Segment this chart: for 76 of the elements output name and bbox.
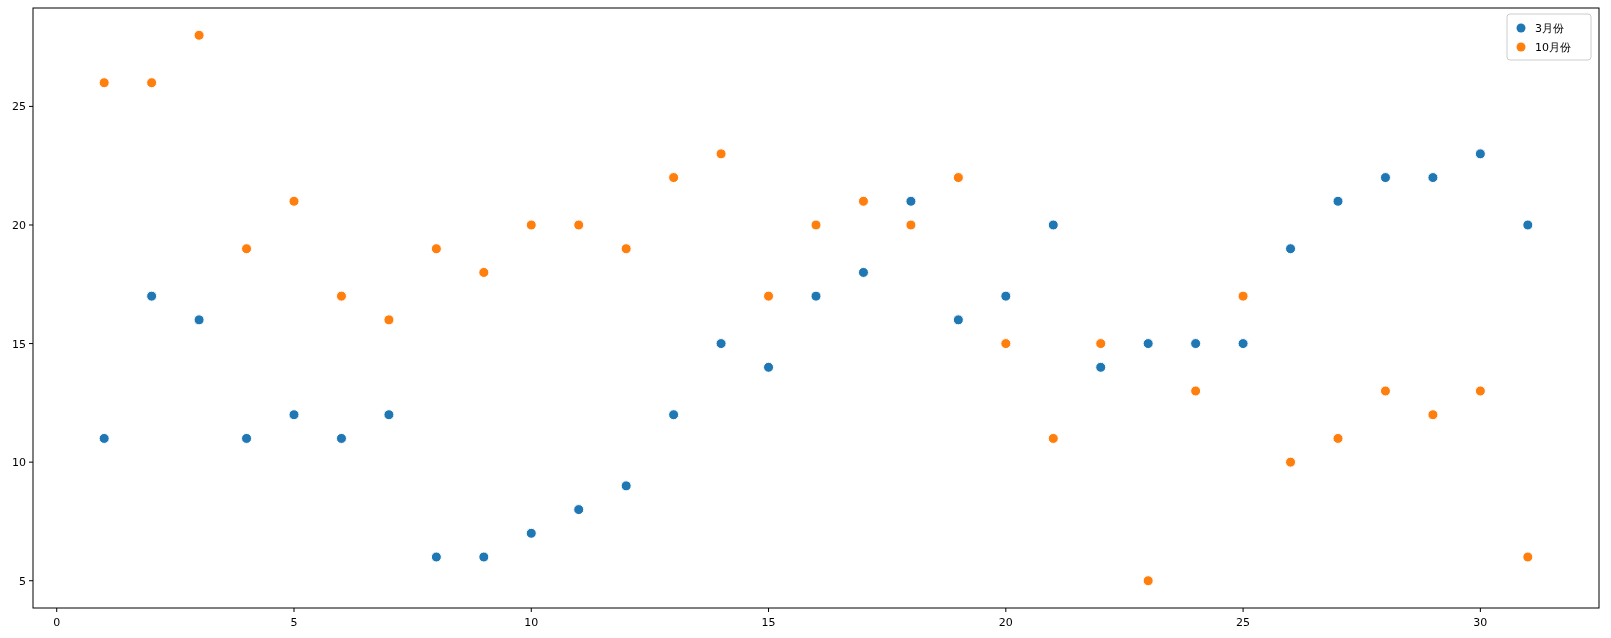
- point: [1427, 172, 1439, 184]
- point: [763, 361, 775, 373]
- point: [1047, 219, 1059, 231]
- point: [1474, 148, 1486, 160]
- point: [430, 243, 442, 255]
- point: [241, 243, 253, 255]
- point: [1332, 432, 1344, 444]
- point: [1379, 172, 1391, 184]
- point: [1047, 432, 1059, 444]
- point: [1000, 290, 1012, 302]
- point: [810, 219, 822, 231]
- point: [1522, 219, 1534, 231]
- x-tick-label: 5: [290, 616, 298, 629]
- point: [1237, 290, 1249, 302]
- point: [620, 480, 632, 492]
- point: [857, 266, 869, 278]
- point: [241, 432, 253, 444]
- point: [1522, 551, 1534, 563]
- point: [478, 551, 490, 563]
- x-tick-label: 20: [998, 616, 1013, 629]
- y-tick-label: 10: [12, 456, 26, 470]
- point: [857, 195, 869, 207]
- point: [1095, 338, 1107, 350]
- point: [763, 290, 775, 302]
- point: [952, 314, 964, 326]
- point: [98, 77, 110, 89]
- point: [288, 195, 300, 207]
- point: [1237, 338, 1249, 350]
- point: [193, 314, 205, 326]
- x-tick-label: 25: [1236, 616, 1251, 629]
- point: [146, 77, 158, 89]
- legend-label: 10月份: [1535, 41, 1571, 54]
- point: [1285, 243, 1297, 255]
- point: [1379, 385, 1391, 397]
- point: [905, 219, 917, 231]
- point: [1190, 338, 1202, 350]
- point: [1427, 409, 1439, 421]
- x-tick-label: 0: [53, 616, 61, 629]
- point: [525, 219, 537, 231]
- point: [620, 243, 632, 255]
- point: [1142, 575, 1154, 587]
- point: [383, 409, 395, 421]
- point: [383, 314, 395, 326]
- point: [1474, 385, 1486, 397]
- x-tick-label: 30: [1473, 616, 1488, 629]
- point: [193, 29, 205, 41]
- x-tick-label: 15: [761, 616, 776, 629]
- legend-label: 3月份: [1535, 22, 1564, 35]
- y-tick-label: 25: [12, 100, 26, 114]
- point: [715, 148, 727, 160]
- point: [1095, 361, 1107, 373]
- point: [1332, 195, 1344, 207]
- point: [430, 551, 442, 563]
- point: [98, 432, 110, 444]
- point: [146, 290, 158, 302]
- point: [478, 266, 490, 278]
- point: [1285, 456, 1297, 468]
- point: [952, 172, 964, 184]
- point: [288, 409, 300, 421]
- point: [668, 172, 680, 184]
- point: [905, 195, 917, 207]
- y-tick-label: 15: [12, 337, 26, 351]
- point: [1000, 338, 1012, 350]
- point: [573, 504, 585, 516]
- point: [525, 527, 537, 539]
- point: [573, 219, 585, 231]
- y-tick-label: 5: [19, 574, 26, 588]
- point: [1190, 385, 1202, 397]
- point: [715, 338, 727, 350]
- point: [1142, 338, 1154, 350]
- point: [810, 290, 822, 302]
- point: [335, 432, 347, 444]
- point: [335, 290, 347, 302]
- point: [668, 409, 680, 421]
- y-tick-label: 20: [12, 219, 26, 232]
- x-tick-label: 10: [524, 616, 539, 629]
